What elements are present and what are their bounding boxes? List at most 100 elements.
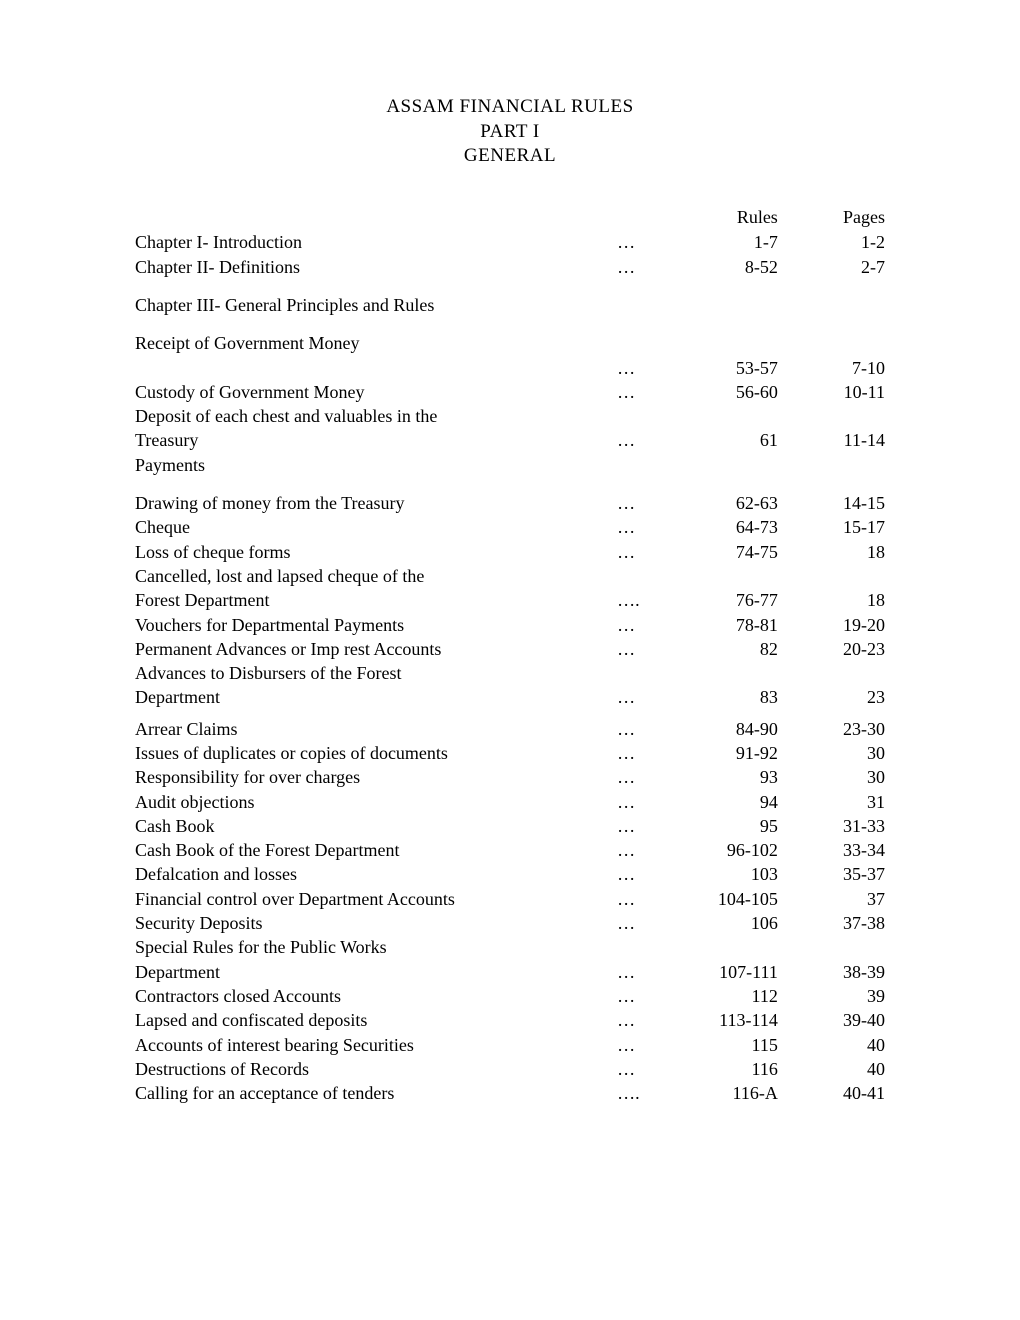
toc-entry-title: Chapter III- General Principles and Rule…	[135, 293, 617, 317]
toc-entry-pages: 11-14	[778, 428, 885, 452]
toc-row: Loss of cheque forms…74-7518	[135, 540, 885, 564]
toc-entry-title: Advances to Disbursers of the Forest	[135, 661, 617, 685]
toc-entry-title: Contractors closed Accounts	[135, 984, 617, 1008]
toc-row: Accounts of interest bearing Securities……	[135, 1033, 885, 1057]
toc-entry-title: Permanent Advances or Imp rest Accounts	[135, 637, 617, 661]
toc-entry-title	[135, 356, 617, 380]
toc-entry-rules	[660, 331, 778, 355]
toc-entry-pages: 38-39	[778, 960, 885, 984]
document-title-block: ASSAM FINANCIAL RULES PART I GENERAL	[135, 95, 885, 169]
toc-entry-dots: …	[617, 790, 660, 814]
toc-entry-dots: …	[617, 685, 660, 709]
toc-entry-dots: …	[617, 717, 660, 741]
toc-entry-title: Drawing of money from the Treasury	[135, 491, 617, 515]
toc-entry-title: Deposit of each chest and valuables in t…	[135, 404, 617, 428]
toc-entry-title: Audit objections	[135, 790, 617, 814]
toc-entry-pages	[778, 453, 885, 477]
toc-entry-dots	[617, 935, 660, 959]
toc-entry-dots: …	[617, 838, 660, 862]
toc-entry-dots	[617, 331, 660, 355]
toc-row: Defalcation and losses…10335-37	[135, 862, 885, 886]
toc-entry-title: Cheque	[135, 515, 617, 539]
toc-entry-title: Defalcation and losses	[135, 862, 617, 886]
title-line-1: ASSAM FINANCIAL RULES	[135, 95, 885, 120]
toc-row: Permanent Advances or Imp rest Accounts……	[135, 637, 885, 661]
toc-entry-rules: 61	[660, 428, 778, 452]
toc-entry-title: Special Rules for the Public Works	[135, 935, 617, 959]
toc-entry-rules: 56-60	[660, 380, 778, 404]
toc-entry-dots: …	[617, 637, 660, 661]
toc-row: Special Rules for the Public Works	[135, 935, 885, 959]
toc-entry-rules: 96-102	[660, 838, 778, 862]
toc-entry-rules	[660, 404, 778, 428]
toc-entry-pages: 23-30	[778, 717, 885, 741]
toc-entry-pages	[778, 564, 885, 588]
toc-entry-dots: …	[617, 428, 660, 452]
title-line-3: GENERAL	[135, 144, 885, 169]
toc-entry-rules: 91-92	[660, 741, 778, 765]
toc-entry-pages: 18	[778, 588, 885, 612]
toc-row: Arrear Claims…84-9023-30	[135, 717, 885, 741]
toc-entry-rules: 94	[660, 790, 778, 814]
toc-row: Lapsed and confiscated deposits…113-1143…	[135, 1008, 885, 1032]
toc-entry-title: Department	[135, 960, 617, 984]
toc-entry-dots: …	[617, 1033, 660, 1057]
toc-row: Payments	[135, 453, 885, 477]
toc-entry-pages: 15-17	[778, 515, 885, 539]
toc-entry-rules	[660, 661, 778, 685]
toc-entry-pages	[778, 935, 885, 959]
toc-entry-pages: 37	[778, 887, 885, 911]
toc-entry-pages: 31-33	[778, 814, 885, 838]
toc-row: Calling for an acceptance of tenders….11…	[135, 1081, 885, 1105]
toc-row: Drawing of money from the Treasury…62-63…	[135, 491, 885, 515]
toc-row	[135, 710, 885, 717]
toc-row: Cheque…64-7315-17	[135, 515, 885, 539]
toc-row: Cash Book…9531-33	[135, 814, 885, 838]
toc-row: Destructions of Records…11640	[135, 1057, 885, 1081]
toc-entry-rules: 53-57	[660, 356, 778, 380]
toc-row: Chapter I- Introduction…1-71-2	[135, 230, 885, 254]
toc-row: Chapter II- Definitions…8-522-7	[135, 255, 885, 279]
toc-entry-rules: 1-7	[660, 230, 778, 254]
toc-entry-dots: …	[617, 1057, 660, 1081]
toc-entry-pages	[778, 293, 885, 317]
toc-entry-dots	[617, 661, 660, 685]
toc-entry-pages: 31	[778, 790, 885, 814]
toc-entry-rules	[660, 453, 778, 477]
toc-entry-dots	[617, 404, 660, 428]
toc-entry-title: Arrear Claims	[135, 717, 617, 741]
toc-row: Vouchers for Departmental Payments…78-81…	[135, 613, 885, 637]
toc-entry-dots: …	[617, 984, 660, 1008]
toc-entry-pages: 7-10	[778, 356, 885, 380]
toc-row: Cash Book of the Forest Department…96-10…	[135, 838, 885, 862]
toc-entry-dots: …	[617, 540, 660, 564]
toc-entry-dots: …	[617, 255, 660, 279]
toc-entry-title: Lapsed and confiscated deposits	[135, 1008, 617, 1032]
toc-entry-pages: 1-2	[778, 230, 885, 254]
toc-entry-dots: …	[617, 613, 660, 637]
toc-entry-title: Chapter I- Introduction	[135, 230, 617, 254]
toc-row: Security Deposits…10637-38	[135, 911, 885, 935]
toc-entry-dots: …	[617, 230, 660, 254]
toc-entry-rules: 62-63	[660, 491, 778, 515]
toc-entry-title: Cash Book	[135, 814, 617, 838]
toc-entry-dots: ….	[617, 1081, 660, 1105]
toc-entry-title: Payments	[135, 453, 617, 477]
header-rules: Rules	[660, 205, 778, 230]
toc-entry-title: Receipt of Government Money	[135, 331, 617, 355]
toc-entry-rules: 115	[660, 1033, 778, 1057]
title-line-2: PART I	[135, 120, 885, 145]
toc-entry-dots: …	[617, 887, 660, 911]
toc-row	[135, 477, 885, 491]
toc-row: Department…107-11138-39	[135, 960, 885, 984]
toc-entry-rules	[660, 564, 778, 588]
toc-entry-rules: 107-111	[660, 960, 778, 984]
toc-entry-rules	[660, 293, 778, 317]
toc-entry-pages: 10-11	[778, 380, 885, 404]
toc-entry-pages: 40-41	[778, 1081, 885, 1105]
toc-entry-pages: 19-20	[778, 613, 885, 637]
toc-entry-rules: 8-52	[660, 255, 778, 279]
toc-row: Receipt of Government Money	[135, 331, 885, 355]
toc-entry-dots: …	[617, 515, 660, 539]
toc-row: Audit objections…9431	[135, 790, 885, 814]
